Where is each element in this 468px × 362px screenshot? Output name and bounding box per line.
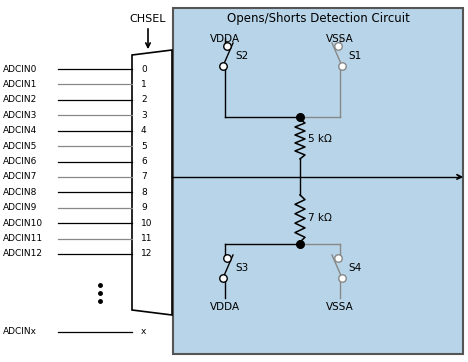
Text: S2: S2 xyxy=(235,51,248,61)
Text: Opens/Shorts Detection Circuit: Opens/Shorts Detection Circuit xyxy=(227,12,410,25)
Text: VSSA: VSSA xyxy=(326,34,354,44)
Text: 6: 6 xyxy=(141,157,147,166)
Bar xyxy=(173,8,463,354)
Text: 4: 4 xyxy=(141,126,146,135)
Text: 5: 5 xyxy=(141,142,147,151)
Text: 3: 3 xyxy=(141,111,147,120)
Text: ADCIN1: ADCIN1 xyxy=(3,80,37,89)
Text: ADCIN7: ADCIN7 xyxy=(3,172,37,181)
Text: 9: 9 xyxy=(141,203,147,212)
Text: ADCIN6: ADCIN6 xyxy=(3,157,37,166)
Text: 5 kΩ: 5 kΩ xyxy=(308,134,332,144)
Text: ADCIN8: ADCIN8 xyxy=(3,188,37,197)
Text: VDDA: VDDA xyxy=(210,34,240,44)
Text: S1: S1 xyxy=(348,51,361,61)
Text: 0: 0 xyxy=(141,64,147,73)
Text: 1: 1 xyxy=(141,80,147,89)
Text: ADCIN12: ADCIN12 xyxy=(3,249,43,258)
Text: 12: 12 xyxy=(141,249,153,258)
Text: CHSEL: CHSEL xyxy=(130,14,166,24)
Text: VDDA: VDDA xyxy=(210,302,240,312)
Text: ADCIN0: ADCIN0 xyxy=(3,64,37,73)
Text: ADCIN11: ADCIN11 xyxy=(3,234,43,243)
Text: x: x xyxy=(141,328,146,337)
Text: 2: 2 xyxy=(141,95,146,104)
Text: ADCIN3: ADCIN3 xyxy=(3,111,37,120)
Text: ADCIN9: ADCIN9 xyxy=(3,203,37,212)
Text: VSSA: VSSA xyxy=(326,302,354,312)
Text: 7 kΩ: 7 kΩ xyxy=(308,214,332,223)
Text: S4: S4 xyxy=(348,263,361,273)
Text: 10: 10 xyxy=(141,219,153,228)
Text: 7: 7 xyxy=(141,172,147,181)
Text: 8: 8 xyxy=(141,188,147,197)
Text: 11: 11 xyxy=(141,234,153,243)
Text: ADCINx: ADCINx xyxy=(3,328,37,337)
Text: ADCIN5: ADCIN5 xyxy=(3,142,37,151)
Text: S3: S3 xyxy=(235,263,248,273)
Text: ADCIN2: ADCIN2 xyxy=(3,95,37,104)
Text: ADCIN4: ADCIN4 xyxy=(3,126,37,135)
Text: ADCIN10: ADCIN10 xyxy=(3,219,43,228)
